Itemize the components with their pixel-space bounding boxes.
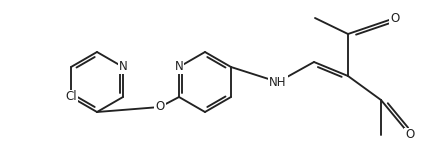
Text: O: O (405, 129, 415, 141)
Text: Cl: Cl (65, 90, 77, 103)
Text: N: N (119, 61, 127, 73)
Text: NH: NH (269, 76, 287, 88)
Text: N: N (175, 61, 184, 73)
Text: O: O (391, 12, 400, 24)
Text: O: O (156, 100, 165, 114)
